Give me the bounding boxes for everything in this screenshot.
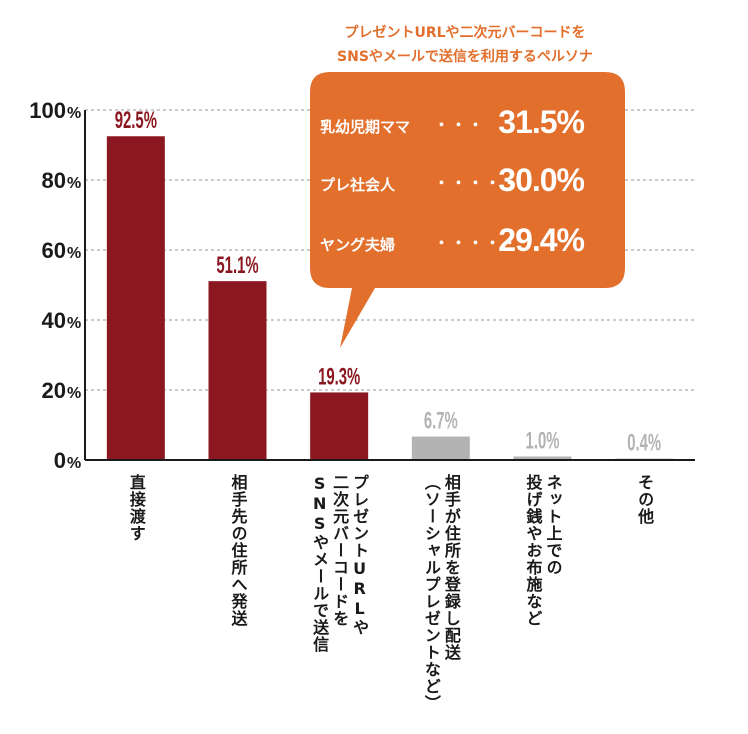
y-tick: 20% <box>42 378 82 403</box>
persona-value: 30.0% <box>498 162 585 198</box>
y-tick: 100% <box>29 98 81 123</box>
y-tick-label: 20 <box>42 378 66 403</box>
value-labels: 92.5% 51.1% 19.3% 6.7% 1.0% 0.4% <box>115 108 662 457</box>
y-tick-label: 60 <box>42 238 66 263</box>
persona-name: 乳幼児期ママ <box>320 118 411 136</box>
y-tick-unit: % <box>67 315 81 332</box>
value-label: 51.1% <box>216 253 258 279</box>
value-label: 1.0% <box>526 428 560 454</box>
bar <box>513 456 572 460</box>
persona-value: 29.4% <box>498 222 585 258</box>
y-tick: 40% <box>42 308 82 333</box>
category-label: その他 <box>635 474 655 525</box>
y-tick-unit: % <box>67 245 81 262</box>
value-label: 92.5% <box>115 108 157 134</box>
value-label: 6.7% <box>424 408 458 434</box>
y-tick-label: 80 <box>42 168 66 193</box>
y-tick-unit: % <box>67 105 81 122</box>
y-tick: 80% <box>42 168 82 193</box>
callout-row: ヤング夫婦 ・・・・・ 29.4% <box>320 222 620 262</box>
y-tick: 60% <box>42 238 82 263</box>
y-tick-unit: % <box>67 385 81 402</box>
bar <box>310 392 369 460</box>
y-tick-unit: % <box>67 455 81 472</box>
persona-name: プレ社会人 <box>320 176 396 194</box>
bar <box>208 281 267 460</box>
y-tick-unit: % <box>67 175 81 192</box>
callout-title-line2: SNSやメールで送信を利用するペルソナ <box>337 49 593 65</box>
callout-bubble <box>310 72 625 348</box>
y-tick-label: 40 <box>42 308 66 333</box>
y-tick: 0% <box>54 448 81 473</box>
category-label: 相手が住所を登録し配送 （ソーシャルプレゼントなど） <box>421 474 461 712</box>
category-label: 直接渡す <box>126 474 146 542</box>
y-axis-ticks: 0 %20 %40 %60 %80 %100% <box>29 98 81 473</box>
category-label: プレゼントURLや 二次元バーコードを SNSやメールで送信 <box>310 474 370 653</box>
leader-dots: ・・・・・ <box>434 174 520 192</box>
bar <box>106 136 165 460</box>
callout-row: 乳幼児期ママ ・・・ 31.5% <box>320 104 620 144</box>
leader-dots: ・・・ <box>434 116 486 134</box>
category-label: ネット上での 投げ銭やお布施など <box>523 474 563 627</box>
y-tick-label: 100 <box>29 98 66 123</box>
leader-dots: ・・・・・ <box>434 234 520 252</box>
value-label: 0.4% <box>627 430 661 456</box>
category-label: 相手先の住所へ発送 <box>228 474 248 627</box>
bar <box>411 436 470 460</box>
y-tick-label: 0 <box>54 448 66 473</box>
persona-name: ヤング夫婦 <box>320 236 396 254</box>
value-label: 19.3% <box>318 364 360 390</box>
callout-title-line1: プレゼントURLや二次元バーコードを <box>344 25 586 41</box>
callout-row: プレ社会人 ・・・・・ 30.0% <box>320 162 620 202</box>
persona-value: 31.5% <box>498 104 585 140</box>
